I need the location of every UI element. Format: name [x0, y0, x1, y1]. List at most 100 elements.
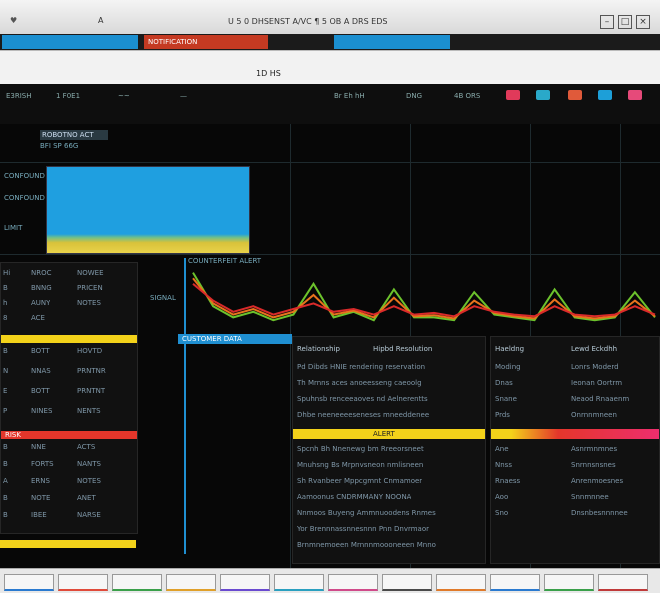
table-cell: B [3, 284, 8, 292]
cursor-line[interactable] [184, 258, 186, 554]
toolbar-item-1[interactable]: E3RISH [6, 92, 32, 100]
table-row[interactable]: Snane Neaod Rnaaenm [495, 395, 657, 409]
taskbar-item[interactable] [166, 574, 216, 591]
taskbar-item[interactable] [4, 574, 54, 591]
panel-title: ROBOTNO ACT [42, 131, 94, 139]
address-field[interactable]: 1D HS [256, 69, 281, 78]
table-row[interactable]: Prds Onrnnmneen [495, 411, 657, 425]
table-row[interactable]: B NNE ACTS [1, 443, 137, 458]
center-bar[interactable]: CUSTOMER DATA [178, 334, 292, 344]
close-icon[interactable]: × [636, 15, 650, 29]
toolbar-item-2[interactable]: 1 F0E1 [56, 92, 81, 100]
taskbar-item[interactable] [328, 574, 378, 591]
table-row[interactable]: A ERNS NOTES [1, 477, 137, 492]
table-row[interactable]: E BOTT PRNTNT [1, 387, 137, 405]
table-row[interactable]: Nnmoos Buyeng Ammnuoodens Rnmes [297, 509, 483, 523]
tab-1[interactable] [2, 35, 138, 49]
table-row[interactable]: B BOTT HOVTD [1, 347, 137, 365]
table-row[interactable]: Dhbe neeneeeeseneses mneeddenee [297, 411, 483, 425]
table-cell: BOTT [31, 387, 50, 395]
toolbar-item-6[interactable]: DNG [406, 92, 423, 100]
table-row[interactable]: Ane Asnrmnmnes [495, 445, 657, 459]
table-cell: Ieonan Oortrm [571, 379, 623, 387]
settings-icon[interactable] [628, 90, 642, 100]
table-b-header-2: Lewd Eckdhh [571, 345, 618, 353]
taskbar-item[interactable] [112, 574, 162, 591]
series-line-1 [192, 272, 656, 322]
table-cell: Spcnh Bh Nnenewg bm Rreeorsneet [297, 445, 424, 453]
table-row[interactable]: Moding Lonrs Moderd [495, 363, 657, 377]
taskbar-item[interactable] [544, 574, 594, 591]
user-icon[interactable] [568, 90, 582, 100]
grid-line [290, 124, 291, 568]
status-bar-2: RISK [1, 431, 137, 439]
table-cell: Spuhnsb renceeaoves nd Aelnerentts [297, 395, 428, 403]
table-cell: HOVTD [77, 347, 103, 355]
series-line-3 [192, 283, 656, 318]
tab-2[interactable]: NOTIFICATION [144, 35, 268, 49]
table-row[interactable]: Hi NROC NOWEE [1, 269, 137, 282]
taskbar-item[interactable] [274, 574, 324, 591]
toolbar-item-5[interactable]: Br Eh hH [334, 92, 365, 100]
heart-icon: ♥ [10, 16, 18, 25]
alert-icon[interactable] [506, 90, 520, 100]
table-row[interactable]: Nnss Snrnnsnsnes [495, 461, 657, 475]
table-row[interactable]: B FORTS NANTS [1, 460, 137, 475]
main-area: ROBOTNO ACT BFI SP 66G CONFOUND CONFOUND… [0, 124, 660, 568]
toolbar-item-3[interactable]: ~~ [118, 92, 130, 100]
table-row[interactable]: Aamoonus CNDRMMANY NOONA [297, 493, 483, 507]
table-row[interactable]: Th Mrnns aces anoeesseng caeoolg [297, 379, 483, 393]
taskbar-item[interactable] [436, 574, 486, 591]
taskbar-item[interactable] [598, 574, 648, 591]
table-cell: Th Mrnns aces anoeesseng caeoolg [297, 379, 422, 387]
table-cell: PRICEN [77, 284, 103, 292]
status-bar-1 [1, 335, 137, 343]
table-row[interactable]: 8 ACE [1, 314, 137, 327]
table-cell: Hi [3, 269, 11, 277]
table-b-alert-bar [491, 429, 659, 439]
table-cell: IBEE [31, 511, 47, 519]
table-row[interactable]: P NINES NENTS [1, 407, 137, 425]
table-cell: NOTES [77, 477, 101, 485]
table-cell: NNAS [31, 367, 51, 375]
table-row[interactable]: B BNNG PRICEN [1, 284, 137, 297]
table-row[interactable]: N NNAS PRNTNR [1, 367, 137, 385]
preview-caption: COUNTERFEIT ALERT [188, 257, 262, 265]
table-row[interactable]: B IBEE NARSE [1, 511, 137, 526]
table-cell: NENTS [77, 407, 101, 415]
table-cell: PRNTNT [77, 387, 106, 395]
table-row[interactable]: Yor Brennnassnnesnnn Pnn Dnvrmaor [297, 525, 483, 539]
toolbar-item-7[interactable]: 4B ORS [454, 92, 481, 100]
left-label-3: LIMIT [4, 224, 23, 232]
table-cell: NROC [31, 269, 52, 277]
taskbar-item[interactable] [382, 574, 432, 591]
table-row[interactable]: Brnmnemoeen Mrnnnmoooneeen Mnno [297, 541, 483, 555]
table-row[interactable]: Mnuhsng Bs Mrpnvsneon nmlisneen [297, 461, 483, 475]
table-row[interactable]: Aoo Snnmnnee [495, 493, 657, 507]
taskbar-item[interactable] [490, 574, 540, 591]
signal-chart [192, 272, 656, 322]
table-row[interactable]: Sh Rvanbeer Mppcgmnt Cnmamoer [297, 477, 483, 491]
table-cell: NOTES [77, 299, 101, 307]
bell-icon[interactable] [598, 90, 612, 100]
table-row[interactable]: Spcnh Bh Nnenewg bm Rreeorsneet [297, 445, 483, 459]
maximize-icon[interactable]: □ [618, 15, 632, 29]
table-row[interactable]: Dnas Ieonan Oortrm [495, 379, 657, 393]
tab-3[interactable] [334, 35, 450, 49]
table-cell: Moding [495, 363, 521, 371]
taskbar-item[interactable] [58, 574, 108, 591]
toolbar-item-4[interactable]: — [180, 92, 187, 100]
table-row[interactable]: Spuhnsb renceeaoves nd Aelnerentts [297, 395, 483, 409]
table-row[interactable]: Pd Dibds HNIE rendering reservation [297, 363, 483, 377]
chat-icon[interactable] [536, 90, 550, 100]
table-cell: ACTS [77, 443, 96, 451]
table-row[interactable]: Sno Dnsnbesnnnnee [495, 509, 657, 523]
minimize-icon[interactable]: – [600, 15, 614, 29]
preview-image[interactable] [46, 166, 250, 254]
table-row[interactable]: h AUNY NOTES [1, 299, 137, 312]
table-cell: N [3, 367, 9, 375]
table-row[interactable]: Rnaess Anrenmoesnes [495, 477, 657, 491]
taskbar-item[interactable] [220, 574, 270, 591]
table-cell: Sno [495, 509, 509, 517]
table-row[interactable]: B NOTE ANET [1, 494, 137, 509]
